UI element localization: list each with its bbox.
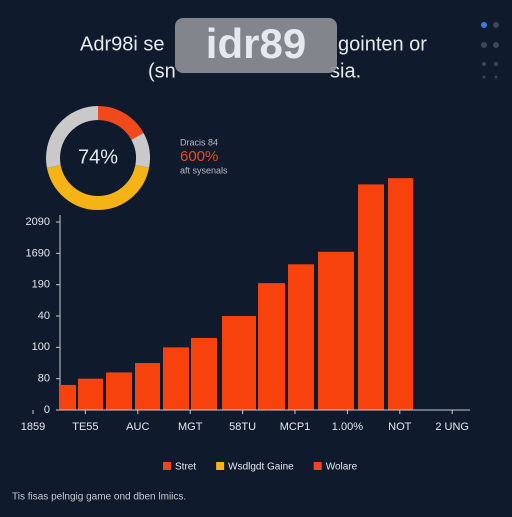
- y-tick-label: 100: [32, 341, 50, 353]
- y-tick-label: 0: [44, 404, 50, 416]
- bar: [191, 337, 217, 410]
- donut-segment: [46, 106, 99, 168]
- bar: [388, 178, 413, 410]
- x-tick-label: AUC: [126, 421, 149, 433]
- bar: [358, 184, 384, 410]
- legend-swatch: [216, 462, 225, 470]
- legend-label: Wsdlgdt Gaine: [228, 462, 294, 473]
- subtitle-end: sia.: [330, 60, 361, 82]
- donut-center-label: 74%: [78, 146, 118, 168]
- bar-chart: 0 80 100 40 190 1690 2090 1859 TE55 AUC MGT 58TU MCP…: [12, 178, 470, 503]
- annotation-caption: aft sysenals: [180, 165, 228, 175]
- bar: [78, 378, 103, 410]
- y-tick-label: 190: [32, 279, 50, 291]
- donut-segment: [131, 132, 150, 168]
- footnote: Tis fisas pelngig game ond dben lmiics.: [12, 492, 186, 503]
- x-tick-label: 1.00%: [332, 421, 363, 433]
- annotation-value: 600%: [180, 148, 218, 165]
- donut-segment: [46, 164, 150, 210]
- y-tick-label: 40: [38, 310, 50, 322]
- bar: [318, 251, 354, 410]
- badge-text: idr89: [206, 20, 306, 67]
- bar: [163, 347, 189, 410]
- legend-label: Stret: [175, 462, 196, 473]
- decor-dots: [481, 22, 499, 79]
- annotation-title: Dracis 84: [180, 137, 218, 147]
- x-tick-label: 58TU: [229, 421, 256, 433]
- bar: [106, 372, 132, 410]
- bar: [135, 363, 160, 410]
- title-start: Adr98i se: [80, 33, 165, 55]
- y-tick-label: 2090: [26, 216, 50, 228]
- donut-segment: [97, 106, 144, 141]
- title-end: gointen or: [338, 33, 427, 55]
- x-tick-label: 2 UNG: [435, 421, 469, 433]
- bar: [222, 316, 256, 410]
- x-tick-label: MCP1: [280, 421, 311, 433]
- subtitle-start: (sn: [148, 60, 176, 82]
- bar: [288, 264, 314, 410]
- x-tick-label: TE55: [72, 421, 98, 433]
- legend-swatch: [313, 462, 322, 470]
- x-tick-label: NOT: [388, 421, 412, 433]
- x-tick-label: 1859: [21, 421, 45, 433]
- legend-swatch: [163, 462, 171, 470]
- x-tick-label: MGT: [178, 421, 203, 433]
- bar: [258, 283, 285, 410]
- legend-label: Wolare: [326, 462, 358, 473]
- y-tick-label: 80: [38, 373, 50, 385]
- badge: [175, 18, 337, 73]
- y-tick-label: 1690: [26, 247, 50, 259]
- bar: [60, 384, 76, 410]
